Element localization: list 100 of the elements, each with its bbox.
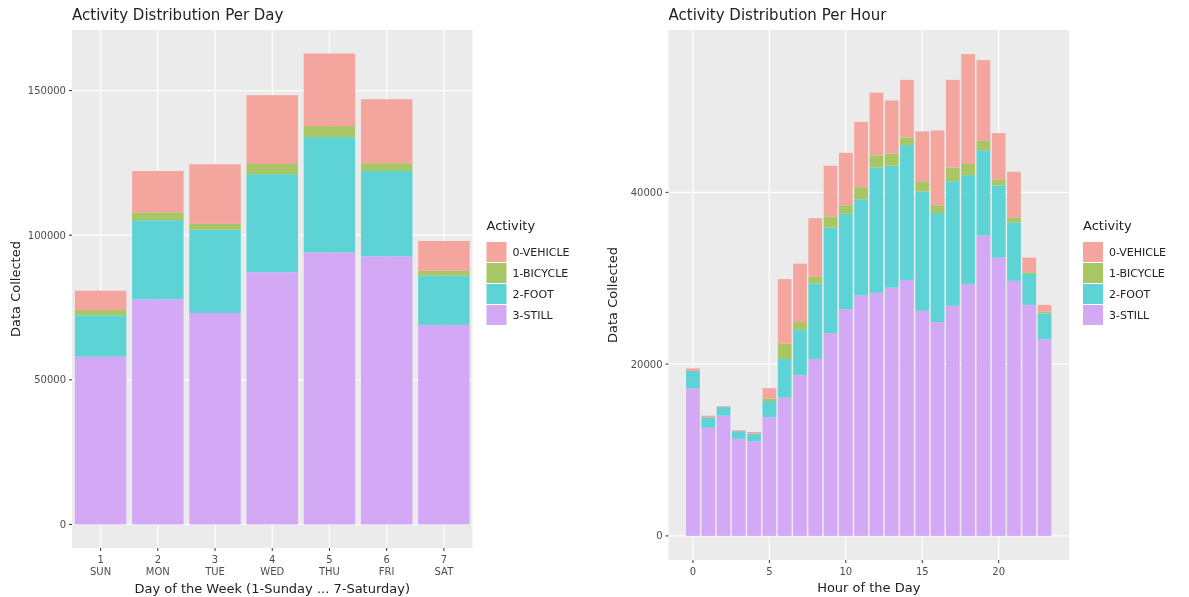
bar: [869, 167, 884, 293]
bar: [189, 229, 241, 314]
x-tick-label: 5: [766, 566, 773, 577]
bar: [762, 398, 777, 402]
bar: [303, 252, 356, 525]
bar: [74, 290, 127, 311]
x-tick-label: 20: [992, 566, 1006, 577]
y-tick-label: 40000: [630, 186, 663, 198]
bar: [716, 407, 731, 416]
y-tick-label: 0: [59, 518, 66, 530]
bar: [869, 292, 884, 536]
bar: [1022, 257, 1037, 273]
bar: [418, 240, 470, 271]
bar: [360, 170, 413, 257]
x-tick-label: 0: [689, 566, 697, 577]
bar: [74, 315, 127, 357]
x-tick-label: 4 WED: [260, 554, 285, 577]
bar: [991, 179, 1006, 186]
bar: [303, 53, 356, 127]
legend-title: Activity: [1083, 218, 1132, 233]
bar: [1037, 339, 1052, 536]
bar: [418, 324, 470, 525]
bar: [793, 322, 807, 330]
bar: [246, 174, 298, 273]
x-tick-label: 2 MON: [145, 554, 170, 577]
x-axis-title: Hour of the Day: [817, 580, 921, 595]
bar: [976, 60, 991, 141]
bar: [686, 371, 700, 389]
bar: [189, 223, 241, 230]
legend-label: 1-BICYCLE: [512, 267, 569, 280]
chart-title: Activity Distribution Per Hour: [668, 6, 888, 24]
bar: [823, 165, 838, 217]
x-tick-label: 15: [915, 566, 929, 577]
bar: [762, 417, 777, 536]
bar: [869, 155, 884, 168]
bar: [762, 401, 777, 418]
bar: [854, 187, 868, 200]
legend-label: 0-VEHICLE: [512, 246, 570, 259]
bar: [884, 153, 899, 166]
bar: [823, 333, 838, 536]
y-tick-label: 20000: [630, 358, 663, 370]
bar: [976, 235, 991, 536]
bar: [1037, 313, 1052, 340]
y-tick-label: 0: [656, 530, 663, 542]
bar: [823, 216, 838, 228]
legend-label: 3-STILL: [1109, 309, 1151, 322]
bar: [74, 310, 127, 316]
x-tick-label: 3 TUE: [204, 554, 225, 577]
legend-label: 0-VEHICLE: [1109, 246, 1167, 259]
bar: [303, 126, 356, 138]
bar: [132, 220, 184, 300]
bar: [838, 205, 853, 214]
legend-label: 2-FOOT: [1109, 288, 1151, 301]
bar: [915, 182, 930, 192]
y-tick-label: 50000: [34, 374, 66, 386]
y-tick-label: 100000: [27, 229, 66, 241]
bar: [1007, 217, 1021, 223]
bar: [132, 299, 184, 525]
bar: [360, 99, 413, 164]
x-tick-label: 5 THU: [317, 554, 340, 577]
x-axis-title: Day of the Week (1-Sunday ... 7-Saturday): [134, 581, 411, 596]
x-tick-label: 7 SAT: [434, 554, 455, 577]
bar: [701, 417, 716, 428]
bar: [360, 163, 413, 171]
bar: [976, 140, 991, 151]
bar: [246, 164, 298, 175]
y-axis-title: Data Collected: [8, 241, 23, 337]
bar: [976, 150, 991, 236]
bar: [686, 368, 700, 372]
bar: [246, 272, 298, 525]
bar: [900, 137, 914, 146]
bar: [418, 275, 470, 325]
bar: [132, 170, 184, 213]
bar: [360, 256, 413, 525]
bar: [930, 205, 945, 213]
chart-title: Activity Distribution Per Day: [72, 6, 284, 24]
bar: [716, 415, 731, 536]
legend-label: 3-STILL: [512, 309, 554, 322]
bar: [930, 322, 945, 536]
bar: [189, 164, 241, 224]
x-tick-label: 1 SUN: [90, 554, 112, 577]
y-tick-label: 150000: [27, 85, 66, 97]
bar: [418, 270, 470, 276]
legend-label: 1-BICYCLE: [1109, 267, 1165, 280]
bar: [869, 92, 884, 156]
bar: [777, 343, 792, 359]
x-tick-label: 10: [839, 566, 853, 577]
bar: [823, 227, 838, 334]
bar: [132, 212, 184, 221]
y-axis-title: Data Collected: [604, 247, 620, 343]
bar: [74, 356, 127, 525]
bar: [189, 313, 241, 525]
bar: [246, 95, 298, 165]
legend-label: 2-FOOT: [512, 288, 555, 301]
bar: [930, 130, 945, 206]
bar: [303, 137, 356, 253]
bar: [930, 212, 945, 323]
legend-title: Activity: [486, 218, 536, 233]
bar: [1037, 304, 1052, 312]
bar: [762, 388, 777, 399]
